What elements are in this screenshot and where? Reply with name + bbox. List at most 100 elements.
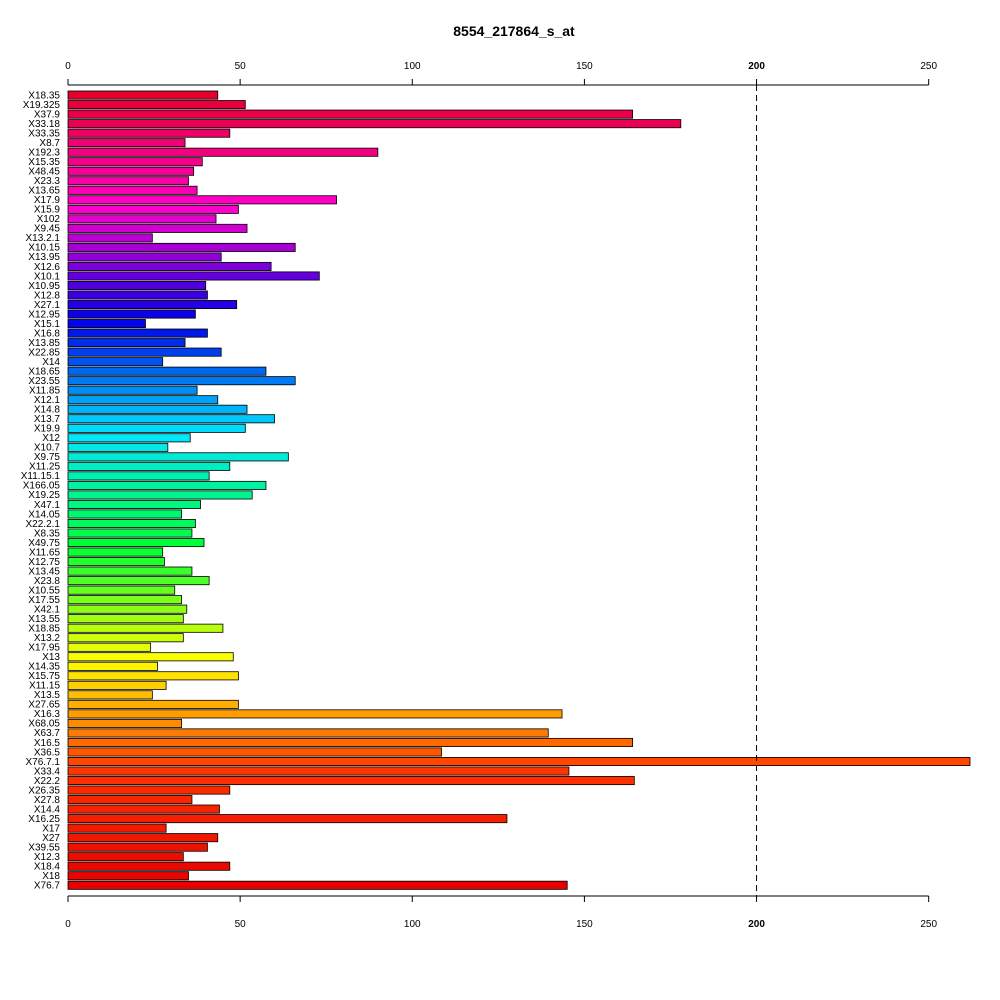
category-label: X36.5 — [34, 747, 61, 758]
bar — [67, 261, 272, 271]
bar — [67, 519, 196, 529]
bar — [67, 176, 189, 186]
category-label: X13.85 — [28, 338, 60, 349]
bar — [67, 109, 634, 119]
category-label: X11.65 — [29, 547, 60, 558]
bar — [67, 433, 191, 443]
bar — [67, 376, 296, 386]
bar — [67, 576, 210, 586]
bar — [67, 718, 183, 728]
category-label: X63.7 — [34, 728, 61, 739]
tick-label: 50 — [235, 61, 247, 72]
category-label: X16.5 — [34, 738, 61, 749]
bar — [67, 214, 217, 224]
category-label: X10.1 — [34, 271, 61, 282]
bar — [67, 614, 184, 624]
category-label: X27.65 — [28, 700, 60, 711]
category-label: X13.45 — [28, 566, 60, 577]
bar — [67, 319, 146, 329]
bar — [67, 757, 971, 767]
category-label: X16.8 — [34, 328, 61, 339]
chart-title: 8554_217864_s_at — [453, 23, 575, 39]
category-label: X49.75 — [28, 538, 60, 549]
bar — [67, 509, 183, 519]
category-label: X17.95 — [28, 643, 60, 654]
bar — [67, 699, 239, 709]
bar — [67, 766, 570, 776]
bar — [67, 557, 165, 567]
bar — [67, 880, 568, 890]
category-label: X12.75 — [28, 557, 60, 568]
bar — [67, 385, 198, 395]
category-label: X9.45 — [34, 224, 61, 235]
bar — [67, 595, 183, 605]
category-label: X18.35 — [28, 90, 60, 101]
bar — [67, 804, 220, 814]
bar — [67, 633, 184, 643]
bar — [67, 166, 195, 176]
bar — [67, 100, 246, 110]
bar — [67, 623, 224, 633]
bar — [67, 252, 222, 262]
bar — [67, 480, 267, 490]
tick-label: 150 — [576, 61, 593, 72]
category-label: X17.55 — [28, 595, 60, 606]
category-label: X10.95 — [28, 281, 60, 292]
category-label: X19.9 — [34, 424, 61, 435]
bar — [67, 328, 208, 338]
bar — [67, 233, 153, 243]
category-label: X68.05 — [28, 719, 60, 730]
tick-label: 250 — [920, 919, 937, 930]
bar — [67, 366, 267, 376]
category-label: X12 — [42, 433, 60, 444]
bar — [67, 242, 296, 252]
category-label: X22.2 — [34, 776, 61, 787]
bar — [67, 538, 205, 548]
bar — [67, 680, 167, 690]
bar — [67, 833, 219, 843]
category-label: X27.8 — [34, 795, 61, 806]
category-label: X42.1 — [34, 604, 61, 615]
bar — [67, 547, 164, 557]
bar — [67, 442, 169, 452]
bar — [67, 852, 184, 862]
category-label: X16.25 — [28, 814, 60, 825]
bar — [67, 280, 207, 290]
category-label: X15.35 — [28, 157, 60, 168]
category-label: X192.3 — [28, 148, 60, 159]
bar — [67, 861, 231, 871]
category-label: X12.6 — [34, 262, 61, 273]
category-label: X11.25 — [29, 462, 60, 473]
category-label: X18.65 — [28, 366, 60, 377]
bar — [67, 471, 210, 481]
bar — [67, 395, 219, 405]
category-label: X13.95 — [28, 252, 60, 263]
bar — [67, 747, 442, 757]
bar — [67, 814, 508, 824]
bar — [67, 204, 239, 214]
category-label: X18 — [42, 871, 60, 882]
bar — [67, 452, 289, 462]
category-label: X166.05 — [23, 481, 61, 492]
bar — [67, 128, 231, 138]
category-label: X13.2.1 — [26, 233, 61, 244]
bar — [67, 795, 193, 805]
bar — [67, 585, 176, 595]
category-label: X76.7 — [34, 881, 61, 892]
category-label: X33.18 — [28, 119, 60, 130]
tick-label: 0 — [65, 919, 71, 930]
tick-label: 150 — [576, 919, 593, 930]
tick-label: 0 — [65, 61, 71, 72]
bar — [67, 338, 186, 348]
category-label: X17.9 — [34, 195, 61, 206]
category-label: X10.55 — [28, 585, 60, 596]
bar — [67, 300, 238, 310]
category-label: X18.4 — [34, 862, 61, 873]
category-label: X19.325 — [23, 100, 61, 111]
top-axis: 0 50 100 150 200 250 — [65, 61, 937, 86]
category-label: X18.85 — [28, 624, 60, 635]
tick-label: 200 — [748, 61, 765, 72]
category-label: X14 — [42, 357, 60, 368]
bar — [67, 823, 167, 833]
